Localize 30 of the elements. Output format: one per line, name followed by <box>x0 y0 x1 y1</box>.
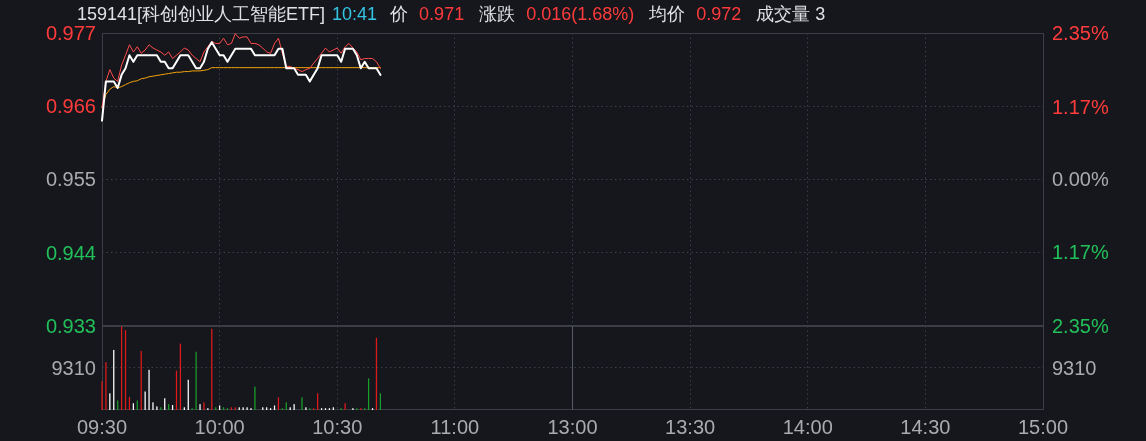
y2-tick-label: 2.35% <box>1052 314 1109 337</box>
text: 0.971 <box>419 4 465 24</box>
x-tick-label: 15:00 <box>1017 416 1069 438</box>
y-tick-label: 0.933 <box>45 314 96 337</box>
x-tick-label: 13:30 <box>665 416 716 438</box>
x-tick-label: 10:00 <box>194 416 245 438</box>
text: 0.972 <box>696 4 742 24</box>
text: 9310 <box>1052 356 1097 379</box>
y2-tick-label: 1.17% <box>1052 241 1109 264</box>
y2-tick-label: 2.35% <box>1052 22 1109 44</box>
x-tick-label: 09:30 <box>76 416 128 438</box>
chart-title: 159141[科创创业人工智能ETF] <box>77 4 326 24</box>
y2-tick-label: 1.17% <box>1052 95 1109 118</box>
y-tick-label: 0.977 <box>45 22 96 44</box>
chart-subtitle: 10:41 <box>332 4 378 24</box>
y2-tick-label: 0.00% <box>1052 168 1109 191</box>
text: 成交量 3 <box>756 4 826 24</box>
text: 价 <box>389 4 409 24</box>
text: 0.016(1.68%) <box>526 4 635 24</box>
text: 涨跌 <box>479 4 516 24</box>
y-tick-label: 9310 <box>51 356 96 379</box>
x-tick-label: 10:30 <box>312 416 363 438</box>
x-tick-label: 14:30 <box>900 416 951 438</box>
y-tick-label: 0.966 <box>45 95 96 118</box>
y-tick-label: 0.955 <box>45 168 96 191</box>
y-tick-label: 0.944 <box>45 241 96 264</box>
x-tick-label: 14:00 <box>782 416 833 438</box>
text: 均价 <box>648 4 686 24</box>
x-tick-label: 11:00 <box>430 416 480 438</box>
x-tick-label: 13:00 <box>547 416 598 438</box>
